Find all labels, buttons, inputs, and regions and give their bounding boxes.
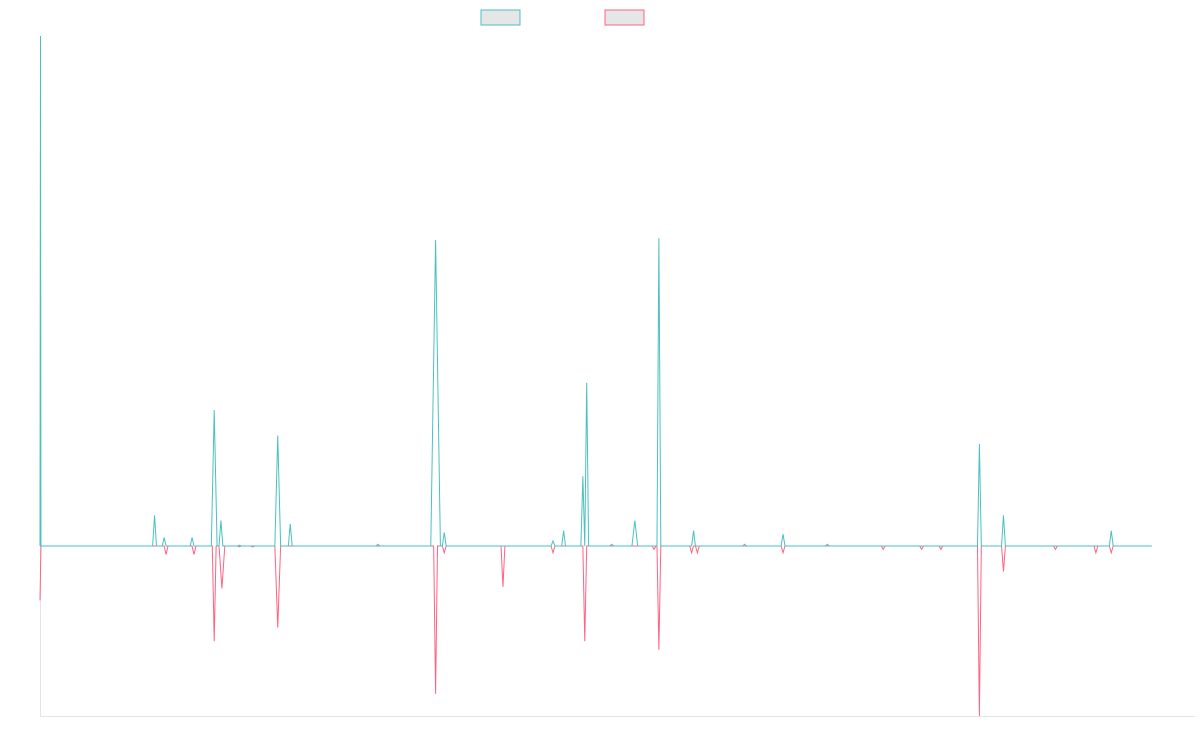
- plot-area: [39, 35, 1195, 717]
- series-layer: [39, 35, 1152, 717]
- legend-swatch-series-1[interactable]: [480, 9, 521, 26]
- series-line-1: [39, 35, 1152, 547]
- legend-swatch-series-2[interactable]: [604, 9, 645, 26]
- legend: [480, 9, 645, 26]
- series-line-2: [39, 545, 1152, 717]
